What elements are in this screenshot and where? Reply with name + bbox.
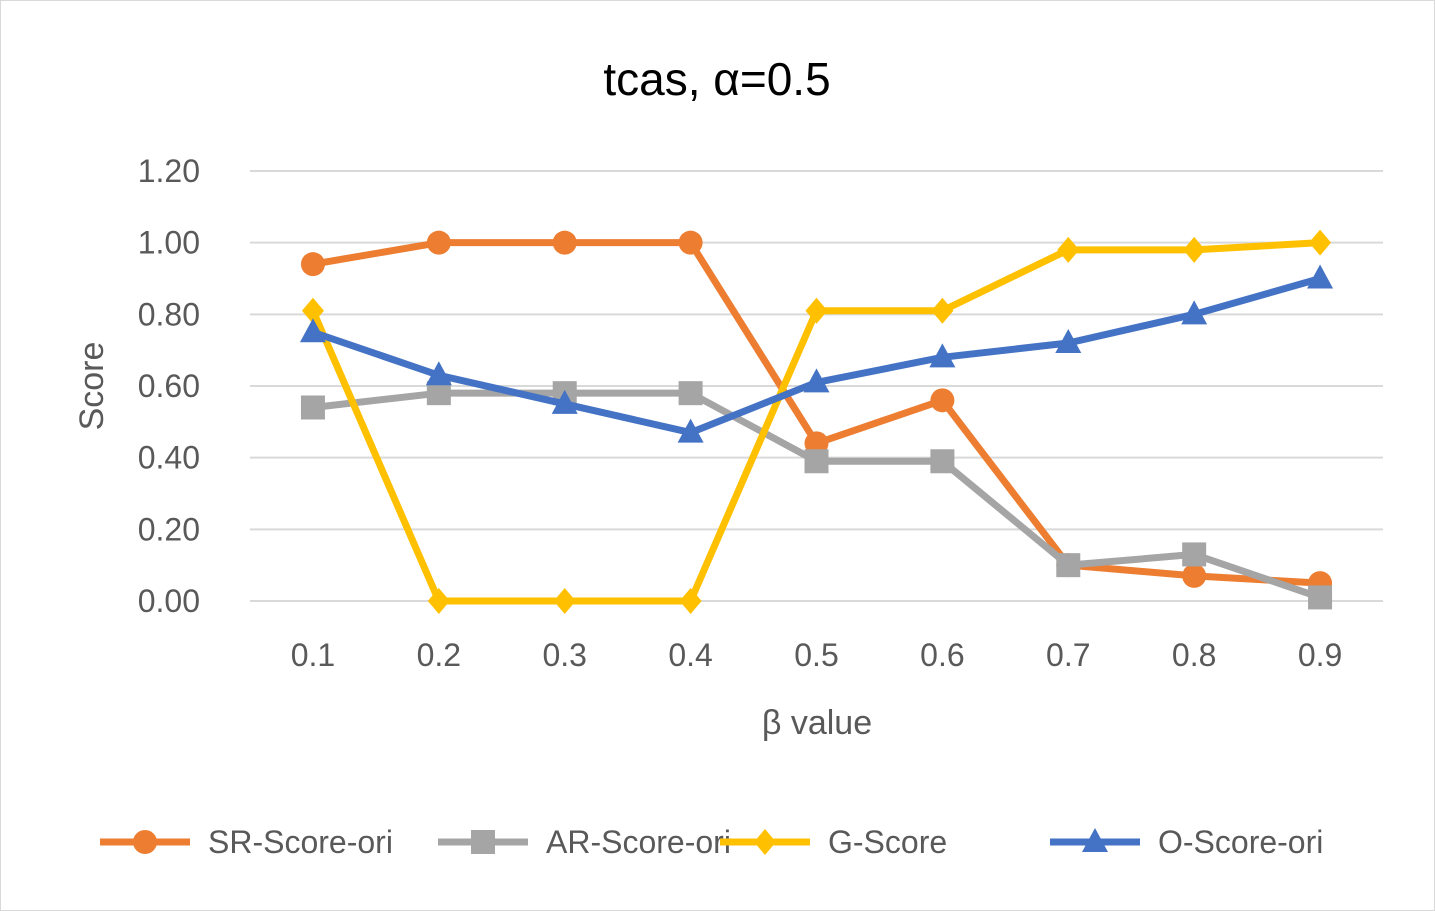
data-point [678,381,703,406]
y-tick-label: 0.60 [138,368,200,404]
x-tick-label: 0.7 [1046,637,1090,673]
x-tick-label: 0.4 [668,637,712,673]
legend-label: SR-Score-ori [208,824,393,860]
legend-marker [471,830,495,854]
series-line [309,239,1321,605]
data-point [426,230,451,255]
y-tick-label: 0.80 [138,296,200,332]
data-point [679,588,702,614]
data-point [1182,542,1207,567]
data-point [300,395,325,420]
y-axis-tick-labels: 0.00 0.20 0.40 0.60 0.80 1.00 1.20 [138,153,200,619]
data-point [553,588,576,614]
legend-item: AR-Score-ori [438,824,731,860]
series-sr-score-ori [300,230,1333,596]
legend-item: O-Score-ori [1050,824,1323,860]
data-point [1307,264,1334,289]
legend-label: G-Score [828,824,947,860]
legend-label: O-Score-ori [1158,824,1323,860]
legend-marker [133,830,157,854]
data-point [677,418,704,443]
legend-item: SR-Score-ori [100,824,393,860]
data-point [931,297,954,324]
series-line [312,239,1321,587]
data-point [1056,553,1081,578]
x-tick-label: 0.3 [542,637,586,673]
legend-item: G-Score [720,824,947,860]
x-tick-label: 0.5 [794,637,838,673]
data-point [427,588,450,614]
data-point [805,297,828,324]
legend: SR-Score-ori AR-Score-ori G-Score O-Score-o… [100,824,1323,860]
data-point [929,343,956,368]
x-axis-title: β value [762,704,872,742]
y-tick-label: 1.20 [138,153,200,189]
data-point [1309,229,1332,256]
x-tick-label: 0.6 [920,637,964,673]
x-tick-label: 0.8 [1172,637,1216,673]
legend-marker [754,829,776,855]
y-tick-label: 0.40 [138,440,200,476]
data-point [803,368,830,393]
data-point [1308,585,1333,610]
x-tick-label: 0.9 [1298,637,1342,673]
data-point [552,230,577,255]
series-group [299,229,1334,614]
data-point [678,230,703,255]
y-tick-label: 0.20 [138,511,200,547]
legend-label: AR-Score-ori [546,824,731,860]
chart-title: tcas, α=0.5 [603,53,830,105]
data-point [551,389,578,414]
data-point [1182,563,1207,588]
y-axis-title: Score [73,342,111,431]
series-g-score [301,229,1332,614]
x-tick-label: 0.2 [417,637,461,673]
data-point [425,361,452,386]
data-point [1183,236,1206,263]
y-tick-label: 1.00 [138,225,200,261]
legend-marker [1082,828,1108,852]
data-point [1055,329,1082,353]
data-point [299,318,326,343]
data-point [930,388,955,413]
x-tick-label: 0.1 [291,637,335,673]
data-point [300,252,325,277]
data-point [804,449,829,474]
series-o-score-ori [299,264,1334,443]
data-point [1181,300,1208,325]
data-point [1057,236,1080,263]
series-ar-score-ori [300,381,1333,610]
data-point [301,297,324,324]
y-tick-label: 0.00 [138,583,200,619]
series-line [312,389,1322,601]
x-axis-tick-labels: 0.1 0.2 0.3 0.4 0.5 0.6 0.7 0.8 0.9 [291,637,1343,673]
data-point [930,449,955,474]
